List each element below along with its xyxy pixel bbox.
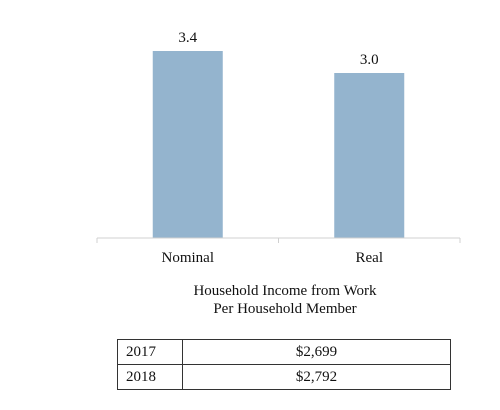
table-year-cell: 2017	[117, 339, 183, 365]
table-value-cell: $2,699	[182, 339, 451, 365]
income-table: 2017 $2,699 2018 $2,792	[117, 339, 451, 390]
chart-caption-line-2: Per Household Member	[213, 301, 357, 317]
data-label-nominal: 3.4	[178, 30, 197, 46]
table-row: 2017 $2,699	[117, 339, 451, 365]
bar-real	[334, 73, 405, 238]
bar-chart: 3.4 Nominal 3.0 Real	[96, 30, 461, 266]
chart-caption-line-1: Household Income from Work	[193, 283, 377, 299]
table-year-cell: 2018	[117, 364, 183, 390]
table-value-cell: $2,792	[182, 364, 451, 390]
table-row: 2018 $2,792	[117, 364, 451, 390]
category-label-nominal: Nominal	[162, 250, 215, 266]
data-label-real: 3.0	[360, 52, 379, 68]
bar-nominal	[152, 51, 223, 238]
category-label-real: Real	[356, 250, 384, 266]
